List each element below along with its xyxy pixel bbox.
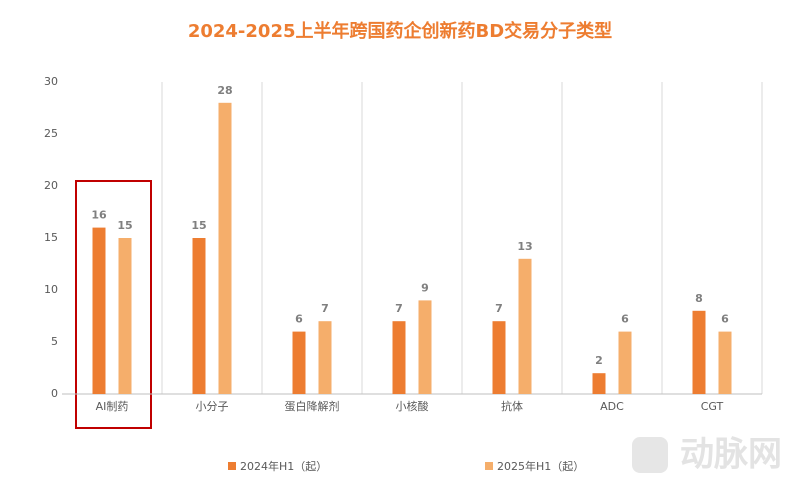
y-tick-label: 0 [51, 387, 58, 400]
value-label: 2 [595, 354, 603, 367]
value-label: 15 [191, 219, 206, 232]
y-tick-label: 25 [44, 127, 58, 140]
bar [92, 227, 106, 394]
x-tick-label: CGT [701, 400, 724, 413]
x-tick-label: 小分子 [196, 400, 229, 413]
bar [592, 373, 606, 394]
bar [392, 321, 406, 394]
value-label: 6 [295, 313, 303, 326]
bar [318, 321, 332, 394]
x-tick-label: ADC [600, 400, 624, 413]
value-label: 28 [217, 84, 232, 97]
y-tick-label: 30 [44, 75, 58, 88]
value-label: 7 [321, 302, 329, 315]
bar [692, 310, 706, 394]
x-tick-label: 蛋白降解剂 [285, 399, 340, 413]
y-tick-label: 10 [44, 283, 58, 296]
bar [218, 102, 232, 395]
value-label: 13 [517, 240, 532, 253]
x-tick-label: 抗体 [501, 399, 523, 413]
chart-title: 2024-2025上半年跨国药企创新药BD交易分子类型 [188, 20, 612, 42]
bar [192, 238, 206, 394]
legend-swatch [485, 462, 493, 470]
bar [618, 331, 632, 394]
legend-label: 2024年H1（起） [240, 459, 327, 473]
value-label: 6 [621, 313, 629, 326]
bar [292, 331, 306, 394]
y-tick-label: 5 [51, 335, 58, 348]
legend-swatch [228, 462, 236, 470]
value-label: 6 [721, 313, 729, 326]
legend-label: 2025年H1（起） [497, 459, 584, 473]
x-tick-label: AI制药 [96, 400, 129, 413]
x-tick-label: 小核酸 [396, 399, 429, 413]
value-label: 7 [395, 302, 403, 315]
bar [118, 238, 132, 394]
bar [492, 321, 506, 394]
y-tick-label: 20 [44, 179, 58, 192]
value-label: 15 [117, 219, 132, 232]
bar [518, 258, 532, 394]
value-label: 16 [91, 209, 107, 222]
y-tick-label: 15 [44, 231, 58, 244]
value-label: 9 [421, 281, 429, 294]
highlight-box [75, 180, 152, 429]
watermark: 动脉网 [680, 435, 782, 475]
watermark-logo [632, 437, 668, 473]
bar [418, 300, 432, 394]
value-label: 8 [695, 292, 703, 305]
bar [718, 331, 732, 394]
value-label: 7 [495, 302, 503, 315]
